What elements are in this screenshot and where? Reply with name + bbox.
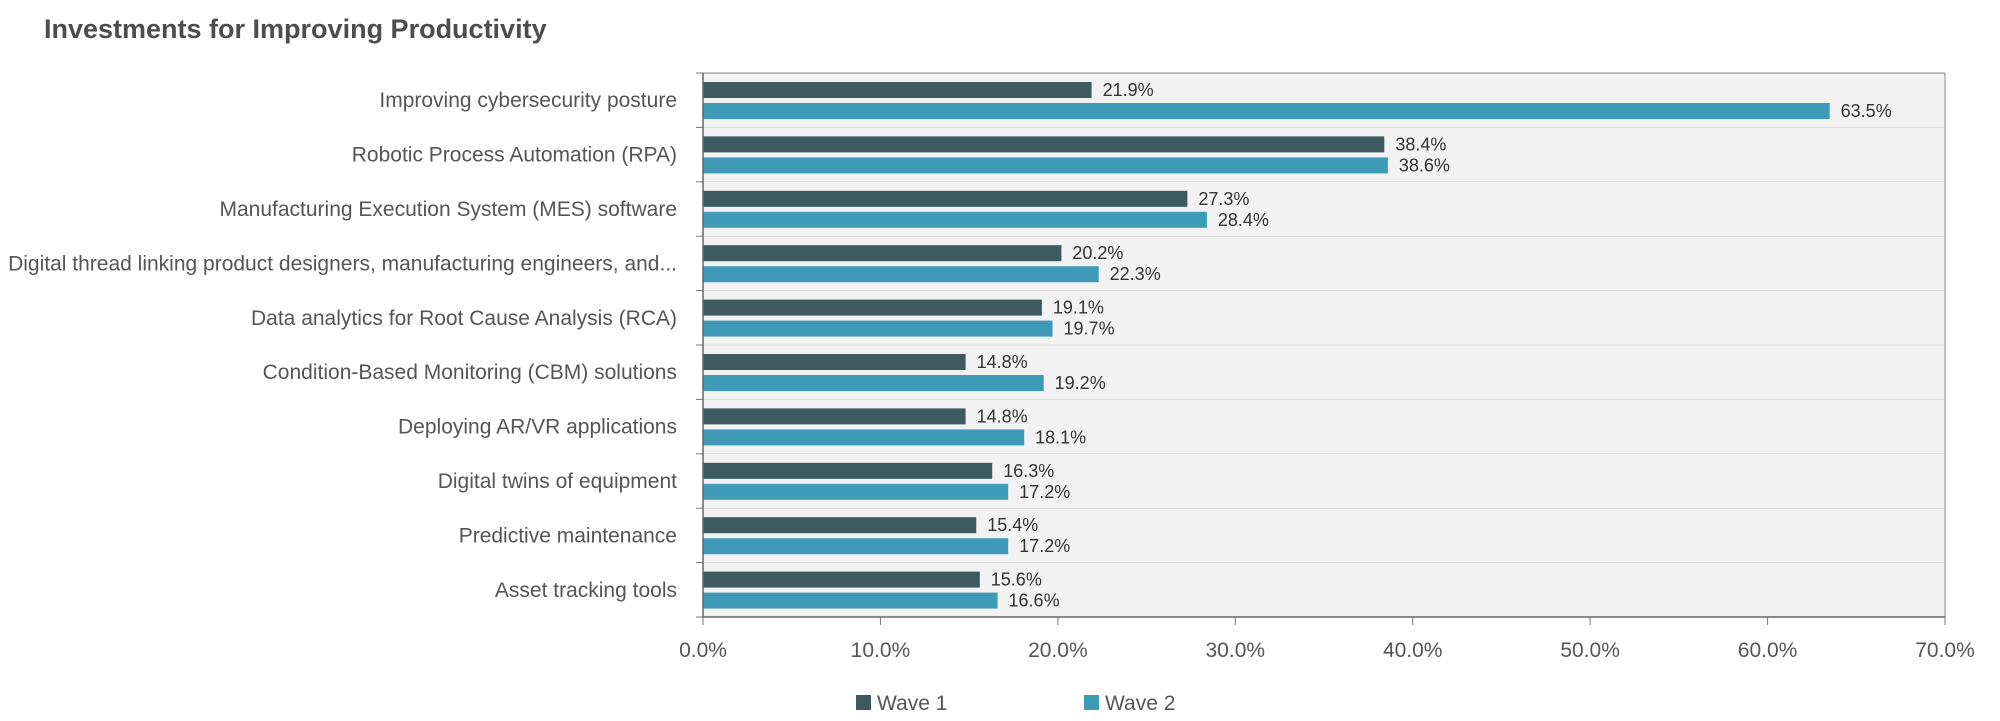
bar-wave-1: [703, 299, 1042, 316]
bar-wave-1: [703, 571, 980, 588]
bar-wave-2: [703, 266, 1099, 283]
data-label: 17.2%: [1019, 536, 1070, 556]
x-tick-label: 20.0%: [1028, 639, 1088, 662]
chart-title: Investments for Improving Productivity: [44, 14, 547, 44]
category-label: Deploying AR/VR applications: [398, 416, 677, 439]
bar-wave-1: [703, 82, 1092, 98]
x-tick-label: 0.0%: [679, 639, 727, 662]
data-label: 16.6%: [1009, 591, 1060, 611]
data-label: 20.2%: [1072, 243, 1123, 263]
data-label: 27.3%: [1198, 189, 1249, 209]
bar-wave-1: [703, 245, 1062, 262]
x-tick-label: 70.0%: [1915, 639, 1975, 662]
bar-wave-1: [703, 136, 1385, 153]
data-label: 16.3%: [1003, 461, 1054, 481]
bar-wave-1: [703, 354, 966, 370]
data-label: 18.1%: [1035, 427, 1086, 447]
category-label: Data analytics for Root Cause Analysis (…: [251, 307, 677, 330]
bar-wave-2: [703, 538, 1009, 555]
bar-wave-1: [703, 190, 1188, 207]
bar-wave-1: [703, 517, 977, 534]
bar-wave-2: [703, 103, 1830, 119]
bar-wave-2: [703, 157, 1388, 174]
bar-wave-2: [703, 429, 1025, 446]
data-label: 14.8%: [977, 406, 1028, 426]
bar-wave-2: [703, 375, 1044, 391]
bar-wave-2: [703, 320, 1053, 337]
x-tick-label: 60.0%: [1738, 639, 1798, 662]
data-label: 15.4%: [987, 515, 1038, 535]
x-tick-label: 40.0%: [1383, 639, 1443, 662]
legend-label-1: Wave 1: [877, 692, 947, 715]
data-label: 21.9%: [1103, 80, 1154, 100]
category-label: Improving cybersecurity posture: [379, 89, 677, 112]
x-tick-label: 10.0%: [851, 639, 911, 662]
category-label: Predictive maintenance: [459, 524, 677, 547]
category-label: Manufacturing Execution System (MES) sof…: [219, 198, 677, 221]
data-label: 15.6%: [991, 570, 1042, 590]
legend-swatch-2: [1084, 695, 1099, 710]
data-label: 17.2%: [1019, 482, 1070, 502]
legend-label-2: Wave 2: [1105, 692, 1175, 715]
x-tick-label: 50.0%: [1560, 639, 1620, 662]
category-label: Digital twins of equipment: [438, 470, 677, 493]
category-label: Condition-Based Monitoring (CBM) solutio…: [263, 361, 677, 384]
data-label: 19.1%: [1053, 298, 1104, 318]
plot-area: 21.9% 38.4% 27.3% 20.2% 19.1% 14.8% 14.8% 16.3%…: [8, 72, 1975, 662]
category-label: Digital thread linking product designers…: [8, 252, 677, 275]
category-label: Robotic Process Automation (RPA): [352, 144, 677, 167]
legend-swatch-1: [856, 695, 871, 710]
data-label: 19.2%: [1055, 373, 1106, 393]
legend: Wave 1 Wave 2: [856, 692, 1175, 715]
data-label: 38.6%: [1399, 155, 1450, 175]
bar-wave-2: [703, 592, 998, 609]
bar-wave-2: [703, 211, 1207, 228]
data-label: 14.8%: [977, 352, 1028, 372]
bar-wave-2: [703, 483, 1009, 500]
x-tick-label: 30.0%: [1206, 639, 1266, 662]
data-label: 28.4%: [1218, 210, 1269, 230]
bar-wave-1: [703, 408, 966, 425]
category-label: Asset tracking tools: [495, 579, 677, 602]
data-label: 63.5%: [1841, 101, 1892, 121]
bar-wave-1: [703, 462, 993, 479]
data-label: 22.3%: [1110, 264, 1161, 284]
data-label: 38.4%: [1395, 134, 1446, 154]
data-label: 19.7%: [1064, 319, 1115, 339]
